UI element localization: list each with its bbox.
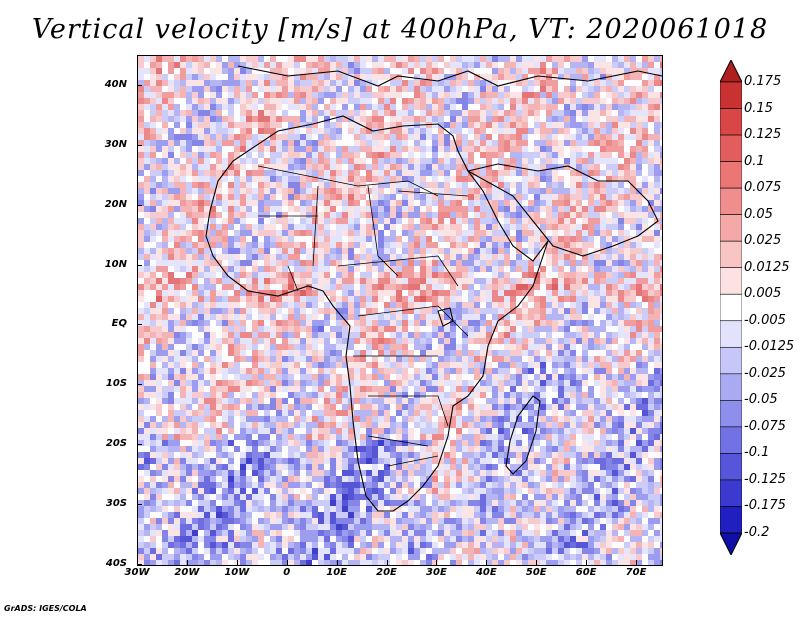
- lon-tick-mark: [436, 560, 438, 565]
- colorbar-segment: [720, 267, 742, 295]
- colorbar-segment: [720, 108, 742, 136]
- lon-tick-label: 10W: [224, 567, 250, 578]
- lat-tick-mark: [137, 144, 142, 146]
- colorbar-segment: [720, 506, 742, 534]
- lon-tick-mark: [137, 560, 138, 565]
- lon-tick-mark: [636, 560, 638, 565]
- colorbar-label: -0.025: [744, 365, 786, 381]
- lat-tick-mark: [137, 324, 142, 326]
- colorbar-segment: [720, 293, 742, 322]
- lon-tick-label: 0: [283, 567, 291, 578]
- colorbar-bottom-arrow: [720, 532, 742, 555]
- lon-tick-mark: [286, 560, 288, 565]
- lon-tick-label: 20E: [376, 567, 397, 578]
- colorbar-label: 0.05: [744, 206, 773, 222]
- lon-tick-mark: [386, 560, 388, 565]
- colorbar-label: -0.075: [744, 418, 786, 434]
- lat-tick-mark: [137, 204, 142, 206]
- lat-tick-label: 30S: [105, 498, 127, 510]
- lat-tick-label: 30N: [104, 138, 127, 150]
- africa-coastline: [205, 115, 549, 512]
- colorbar-segment: [720, 426, 742, 454]
- colorbar-label: 0.125: [744, 127, 782, 143]
- lake-victoria: [437, 307, 454, 327]
- colorbar-segment: [720, 346, 742, 375]
- colorbar-segment: [720, 161, 742, 189]
- colorbar-label: -0.2: [744, 525, 770, 540]
- colorbar-label: -0.175: [744, 498, 786, 514]
- lat-tick-mark: [137, 84, 142, 86]
- colorbar: [720, 60, 742, 555]
- colorbar-label: -0.125: [744, 471, 786, 487]
- lat-tick-mark: [137, 564, 142, 565]
- colorbar-segment: [720, 453, 742, 481]
- lon-tick-mark: [186, 560, 188, 565]
- lon-tick-label: 30W: [124, 567, 150, 578]
- lat-tick-mark: [137, 504, 142, 506]
- colorbar-label: -0.0125: [744, 339, 795, 355]
- lon-tick-mark: [586, 560, 588, 565]
- lat-tick-label: 40S: [105, 558, 127, 569]
- lon-tick-label: 20W: [174, 567, 200, 578]
- arabia-coastline: [466, 163, 659, 257]
- vertical-velocity-field: [138, 56, 662, 565]
- colorbar-label: -0.1: [744, 445, 770, 461]
- lon-tick-mark: [486, 560, 488, 565]
- colorbar-label: 0.025: [744, 233, 782, 249]
- lon-tick-label: 70E: [625, 567, 647, 578]
- lon-tick-label: 60E: [575, 567, 597, 578]
- colorbar-segment: [720, 81, 742, 109]
- lon-tick-label: 10E: [326, 567, 347, 578]
- lat-tick-mark: [137, 444, 142, 446]
- lat-tick-label: 40N: [104, 78, 127, 90]
- lon-tick-mark: [336, 560, 338, 565]
- colorbar-segment: [720, 479, 742, 507]
- colorbar-segment: [720, 240, 742, 269]
- colorbar-segment: [720, 134, 742, 162]
- colorbar-segment: [720, 400, 742, 428]
- colorbar-top-arrow: [720, 60, 742, 83]
- colorbar-label: 0.1: [744, 153, 765, 169]
- colorbar-label: 0.175: [744, 74, 782, 89]
- lat-tick-mark: [137, 384, 142, 386]
- colorbar-label: 0.075: [744, 180, 782, 196]
- colorbar-label: 0.0125: [744, 259, 790, 275]
- lat-tick-mark: [137, 264, 142, 266]
- colorbar-segment: [720, 373, 742, 401]
- colorbar-segment: [720, 187, 742, 215]
- lat-tick-label: 20S: [105, 438, 127, 450]
- lon-tick-label: 30E: [426, 567, 447, 578]
- colorbar-segment: [720, 320, 742, 348]
- lat-tick-label: 20N: [104, 198, 127, 210]
- colorbar-label: 0.005: [744, 286, 782, 302]
- country-borders: [257, 165, 469, 467]
- lat-tick-label: 10N: [104, 258, 127, 270]
- grads-credit: GrADS: IGES/COLA: [4, 604, 87, 613]
- lon-tick-mark: [236, 560, 238, 565]
- colorbar-label: -0.005: [744, 312, 786, 328]
- lon-tick-label: 40E: [475, 567, 497, 578]
- lon-tick-mark: [536, 560, 538, 565]
- europe-coastline: [237, 65, 662, 87]
- lat-tick-label: 10S: [105, 378, 127, 390]
- map-plot-area: [137, 55, 663, 566]
- colorbar-label: -0.05: [744, 392, 778, 408]
- lon-tick-label: 50E: [525, 567, 547, 578]
- madagascar-coastline: [505, 395, 541, 475]
- lat-tick-label: EQ: [111, 318, 127, 330]
- chart-title: Vertical velocity [m/s] at 400hPa, VT: 2…: [31, 14, 769, 45]
- coastlines-and-borders: [205, 65, 662, 512]
- colorbar-segment: [720, 214, 742, 242]
- colorbar-label: 0.15: [744, 100, 773, 116]
